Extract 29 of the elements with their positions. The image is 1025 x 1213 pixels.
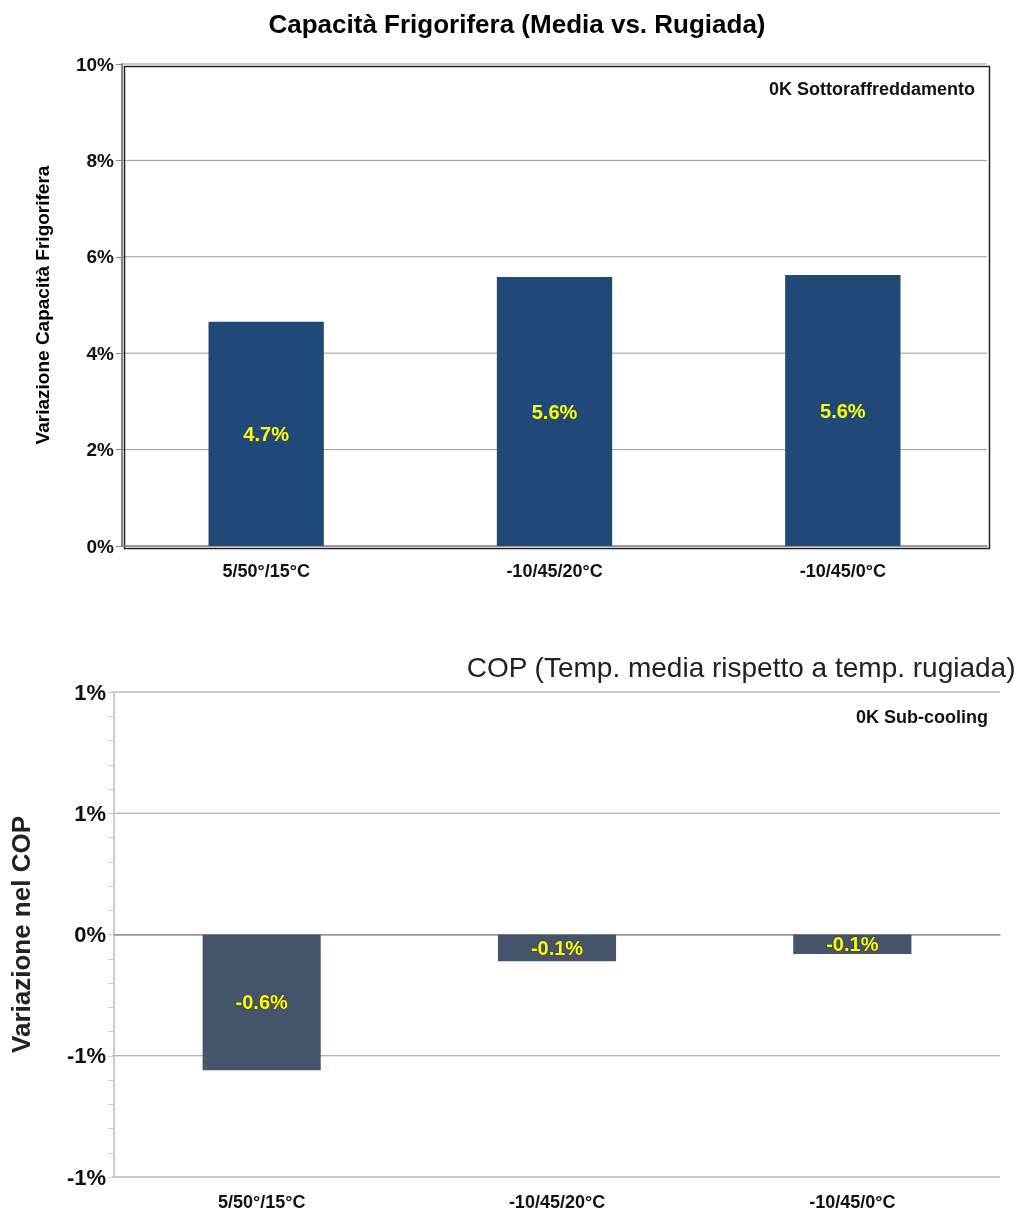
- x-tick-label: 5/50°/15°C: [222, 561, 310, 581]
- x-tick-label: -10/45/0°C: [809, 1192, 896, 1212]
- data-label: 4.7%: [243, 422, 290, 445]
- annotation: 0K Sottoraffreddamento: [768, 79, 975, 99]
- y-tick-label: 10%: [75, 53, 115, 75]
- y-tick-label: 2%: [86, 439, 115, 461]
- chart-title: COP (Temp. media rispetto a temp. rugiada): [466, 651, 1016, 683]
- x-tick-label: -10/45/20°C: [506, 561, 603, 581]
- data-label: -0.6%: [235, 991, 288, 1014]
- y-axis-title: Variazione nel COP: [6, 816, 36, 1053]
- annotation: 0K Sub-cooling: [856, 707, 989, 727]
- y-tick-label: 4%: [86, 342, 115, 364]
- data-label: -0.1%: [530, 936, 584, 959]
- y-tick-label: 8%: [86, 149, 115, 171]
- y-tick-label: 0%: [74, 922, 106, 947]
- y-tick-label: -1%: [66, 1164, 106, 1190]
- x-tick-label: -10/45/0°C: [799, 561, 886, 581]
- chart-title: Capacità Frigorifera (Media vs. Rugiada): [268, 9, 766, 39]
- y-tick-label: -1%: [66, 1043, 106, 1069]
- data-label: -0.1%: [826, 933, 879, 956]
- y-tick-label: 1%: [74, 679, 106, 705]
- y-tick-label: 1%: [74, 800, 106, 826]
- data-label: 5.6%: [531, 400, 578, 423]
- y-tick-label: 0%: [86, 535, 115, 557]
- x-tick-label: -10/45/20°C: [508, 1192, 606, 1212]
- y-tick-label: 6%: [86, 246, 115, 268]
- y-axis-title: Variazione Capacità Frigorifera: [32, 165, 53, 445]
- x-tick-label: 5/50°/15°C: [217, 1192, 306, 1212]
- data-label: 5.6%: [820, 399, 866, 422]
